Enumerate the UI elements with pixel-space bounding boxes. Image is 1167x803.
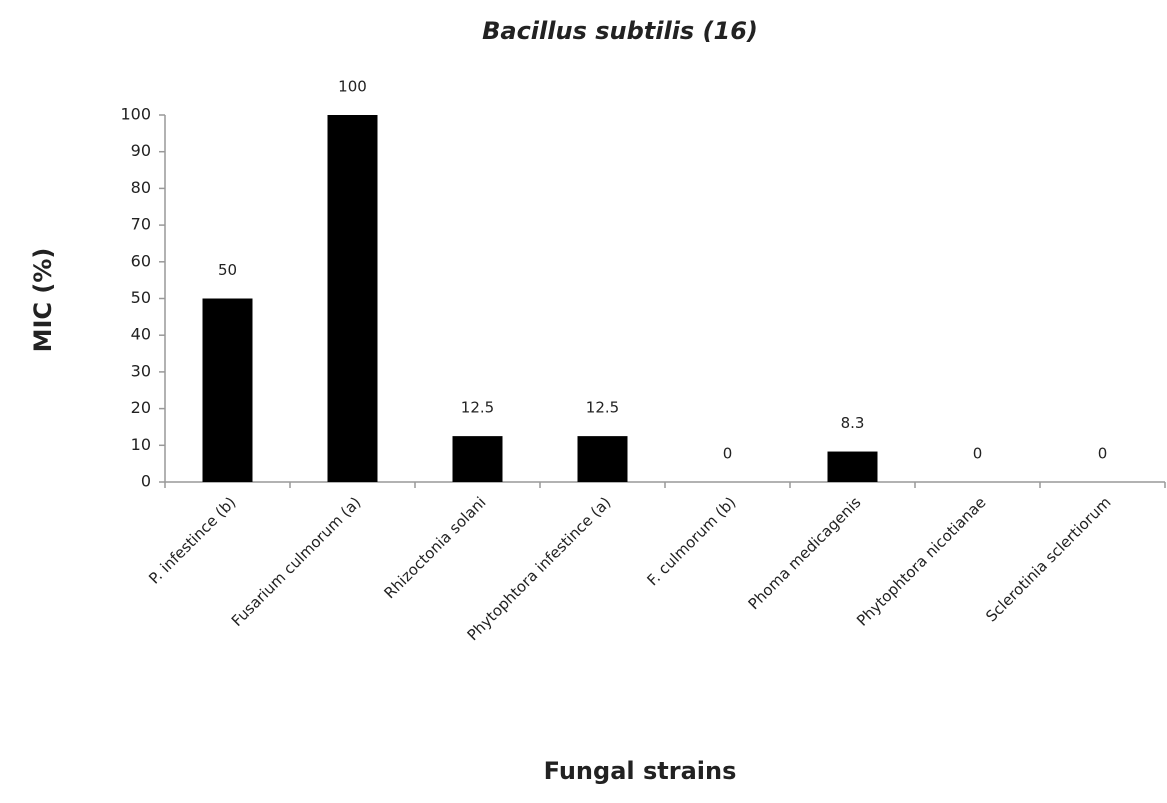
- value-label: 0: [1098, 445, 1108, 463]
- y-tick-label: 40: [131, 325, 151, 344]
- value-label: 12.5: [461, 399, 494, 417]
- y-tick-label: 0: [141, 472, 151, 491]
- value-label: 12.5: [586, 399, 619, 417]
- x-tick-label: P. infestince (b): [145, 493, 239, 587]
- value-label: 0: [973, 445, 983, 463]
- chart-title: Bacillus subtilis (16): [482, 17, 758, 45]
- x-tick-label: Phytophtora infestince (a): [464, 493, 615, 644]
- bar: [577, 436, 628, 482]
- bar: [452, 436, 503, 482]
- y-tick-label: 100: [120, 105, 151, 124]
- x-tick-label: Sclerotinia sclertiorum: [982, 493, 1114, 625]
- x-tick-label: Phoma medicagenis: [745, 493, 865, 613]
- bar: [202, 298, 253, 482]
- value-label: 8.3: [841, 414, 865, 432]
- y-tick-label: 10: [131, 435, 151, 454]
- x-tick-label: Fusarium culmorum (a): [228, 493, 365, 630]
- value-label: 50: [218, 261, 237, 279]
- x-tick-label: Phytophtora nicotianae: [853, 493, 989, 629]
- bar: [327, 115, 378, 482]
- y-tick-label: 50: [131, 288, 151, 307]
- y-tick-label: 90: [131, 141, 151, 160]
- y-tick-label: 30: [131, 361, 151, 380]
- y-tick-label: 70: [131, 215, 151, 234]
- bar: [827, 451, 878, 482]
- value-label: 0: [723, 445, 733, 463]
- value-label: 100: [338, 78, 367, 96]
- x-tick-label: Rhizoctonia solani: [381, 493, 490, 602]
- y-axis-title: MIC (%): [29, 248, 57, 353]
- x-tick-label: F. culmorum (b): [644, 493, 740, 589]
- y-tick-label: 20: [131, 398, 151, 417]
- y-tick-label: 80: [131, 178, 151, 197]
- x-axis-title: Fungal strains: [544, 757, 737, 785]
- y-tick-label: 60: [131, 251, 151, 270]
